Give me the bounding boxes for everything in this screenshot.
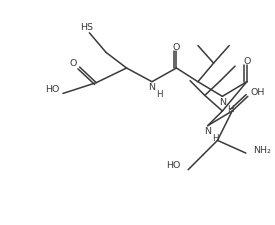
Text: N: N (219, 98, 226, 107)
Text: N: N (204, 127, 211, 136)
Text: OH: OH (251, 88, 265, 97)
Text: HO: HO (166, 161, 180, 170)
Text: H: H (212, 134, 219, 143)
Text: O: O (173, 43, 180, 52)
Text: N: N (148, 83, 155, 92)
Text: H: H (156, 90, 163, 99)
Text: O: O (69, 59, 76, 68)
Text: HO: HO (45, 85, 59, 94)
Text: NH₂: NH₂ (253, 146, 271, 155)
Text: HS: HS (80, 23, 93, 32)
Text: H: H (227, 105, 233, 114)
Text: O: O (243, 57, 251, 66)
